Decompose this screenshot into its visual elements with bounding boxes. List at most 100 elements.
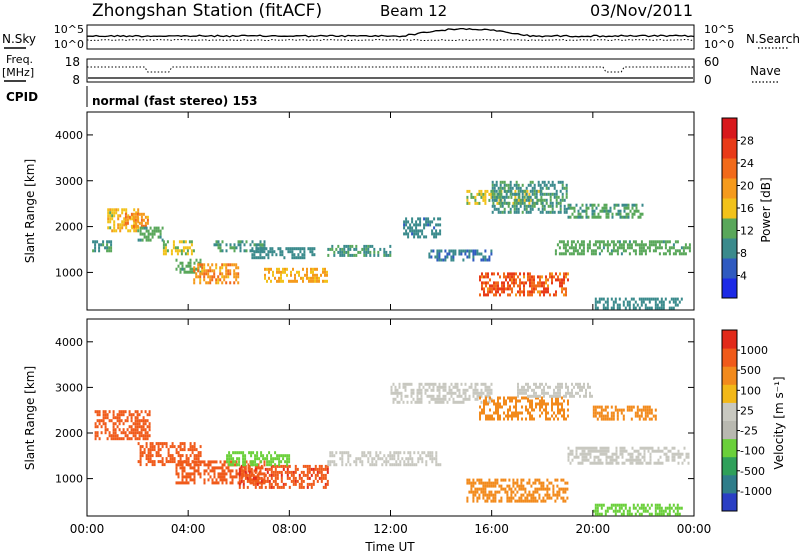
- velocity-cell: [157, 460, 160, 464]
- velocity-cell: [575, 449, 578, 453]
- power-cell: [499, 195, 502, 199]
- power-cell: [537, 198, 540, 202]
- power-cell: [423, 223, 426, 227]
- velocity-cell: [592, 414, 595, 418]
- velocity-cell: [268, 473, 271, 477]
- velocity-cell: [531, 417, 533, 421]
- velocity-cell: [195, 463, 198, 467]
- velocity-cell: [327, 460, 330, 464]
- velocity-cell: [439, 463, 442, 467]
- velocity-cell: [181, 475, 184, 479]
- velocity-cell: [185, 481, 188, 485]
- velocity-cell: [513, 414, 515, 418]
- velocity-cell: [523, 391, 525, 395]
- velocity-cell: [559, 382, 561, 386]
- velocity-cell: [612, 509, 615, 513]
- power-cell: [468, 189, 471, 193]
- velocity-cell: [252, 460, 255, 464]
- velocity-cell: [341, 454, 344, 458]
- velocity-cell: [221, 478, 224, 482]
- power-cell: [553, 192, 556, 196]
- power-cell: [551, 204, 554, 208]
- power-cell: [541, 204, 544, 208]
- velocity-cell: [250, 460, 253, 464]
- velocity-cell: [167, 454, 170, 458]
- velocity-cell: [557, 408, 559, 412]
- velocity-cell: [602, 503, 605, 507]
- power-cell: [509, 183, 512, 187]
- velocity-cell: [175, 463, 178, 467]
- velocity-cell: [416, 397, 419, 401]
- power-cell: [282, 270, 284, 274]
- velocity-cell: [227, 469, 230, 473]
- velocity-cell: [564, 487, 567, 491]
- velocity-cell: [387, 460, 390, 464]
- velocity-cell: [512, 478, 515, 482]
- velocity-cell: [270, 470, 273, 474]
- power-cell: [123, 217, 126, 221]
- velocity-cell: [153, 460, 156, 464]
- velocity-cell: [235, 460, 238, 464]
- velocity-cell: [665, 446, 668, 450]
- power-cell: [554, 249, 557, 253]
- velocity-cell: [527, 408, 529, 412]
- velocity-cell: [527, 396, 529, 400]
- velocity-cell: [126, 437, 129, 441]
- power-cell: [117, 223, 120, 227]
- power-cell: [543, 293, 545, 297]
- power-cell: [312, 276, 314, 280]
- power-cell: [225, 269, 228, 273]
- power-cell: [104, 246, 107, 250]
- velocity-cell: [606, 417, 609, 421]
- power-cell: [539, 293, 541, 297]
- velocity-cell: [504, 487, 507, 491]
- velocity-cell: [193, 472, 196, 476]
- velocity-cell: [215, 460, 218, 464]
- power-cell: [134, 224, 137, 228]
- power-cell: [509, 284, 511, 288]
- velocity-cell: [400, 397, 403, 401]
- power-cell: [605, 203, 608, 207]
- velocity-cell: [488, 496, 491, 500]
- velocity-cell: [235, 472, 238, 476]
- velocity-cell: [148, 413, 151, 417]
- velocity-cell: [411, 457, 414, 461]
- power-cell: [606, 306, 609, 310]
- power-cell: [359, 250, 362, 254]
- power-cell: [495, 195, 498, 199]
- power-cell: [498, 189, 501, 193]
- velocity-cell: [234, 451, 237, 455]
- power-cell: [415, 232, 418, 236]
- velocity-cell: [235, 469, 238, 473]
- velocity-cell: [552, 487, 555, 491]
- power-cell: [117, 226, 120, 230]
- velocity-cell: [148, 422, 151, 426]
- power-cell: [634, 249, 637, 253]
- velocity-cell: [294, 470, 297, 474]
- velocity-cell: [645, 461, 648, 465]
- velocity-cell: [506, 496, 509, 500]
- power-cell: [612, 246, 615, 250]
- velocity-cell: [487, 414, 489, 418]
- power-cell: [421, 232, 424, 236]
- power-cell: [684, 252, 687, 256]
- velocity-cell: [629, 458, 632, 462]
- velocity-cell: [367, 451, 370, 455]
- power-cell: [411, 229, 414, 233]
- power-cell: [576, 252, 579, 256]
- power-cell: [195, 272, 198, 276]
- power-cell: [499, 293, 501, 297]
- velocity-cell: [508, 478, 511, 482]
- velocity-cell: [159, 454, 162, 458]
- velocity-cell: [562, 499, 565, 503]
- velocity-cell: [320, 476, 323, 480]
- power-cell: [605, 212, 608, 216]
- power-cell: [513, 201, 516, 205]
- velocity-cell: [306, 476, 309, 480]
- velocity-cell: [643, 455, 646, 459]
- power-cell: [632, 303, 635, 307]
- power-cell: [561, 192, 564, 196]
- velocity-cell: [645, 446, 648, 450]
- power-cell: [600, 240, 603, 244]
- velocity-cell: [520, 481, 523, 485]
